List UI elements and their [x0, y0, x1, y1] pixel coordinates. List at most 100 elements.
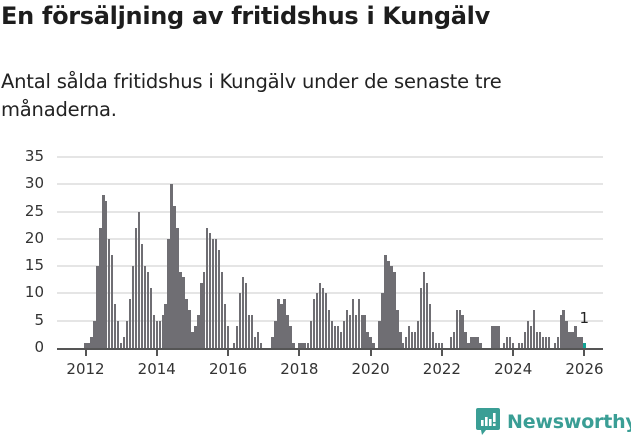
bar: [140, 244, 144, 348]
bar: [223, 304, 227, 348]
newsworthy-brand-name: Newsworthy: [507, 410, 631, 433]
y-axis-tick-label: 0: [34, 338, 44, 356]
bar: [413, 331, 417, 348]
bar: [473, 337, 476, 348]
bar: [402, 342, 405, 348]
bar: [96, 266, 99, 348]
bar: [366, 331, 369, 348]
x-axis-baseline: [57, 348, 603, 350]
bar: [393, 271, 396, 348]
bar: [312, 298, 316, 348]
x-axis-tick-label: 2022: [422, 360, 461, 378]
y-axis-tick-label: 10: [24, 283, 44, 302]
bar: [437, 342, 441, 348]
bar: [152, 315, 155, 348]
bar: [381, 293, 384, 348]
bar: [206, 227, 209, 348]
bar: [259, 342, 262, 348]
bar: [523, 331, 527, 348]
bar: [494, 326, 497, 348]
x-axis-tick: [369, 349, 372, 356]
x-axis-tick: [583, 349, 586, 356]
bar: [553, 342, 556, 348]
bar: [155, 320, 158, 348]
bar: [396, 309, 399, 348]
bar: [538, 331, 542, 348]
bar: [434, 342, 438, 348]
bar: [289, 326, 292, 348]
bar: [310, 320, 313, 348]
y-axis-tick-label: 35: [24, 147, 44, 165]
bar: [197, 315, 200, 348]
bar: [173, 206, 176, 348]
bar: [241, 277, 245, 348]
bar: [304, 342, 307, 348]
bar: [170, 184, 173, 348]
bar: [455, 309, 458, 348]
bar: [425, 282, 429, 348]
bar: [497, 326, 500, 348]
bar: [411, 331, 414, 348]
bar: [188, 309, 191, 348]
bar: [146, 271, 150, 348]
bar: [479, 342, 482, 348]
newsworthy-logo-icon: [476, 408, 500, 435]
bar: [244, 282, 248, 348]
bar: [105, 200, 108, 348]
bar: [509, 337, 512, 348]
bar: [369, 337, 372, 348]
bar: [87, 342, 90, 348]
bar: [378, 320, 381, 348]
newsworthy-logo: Newsworthy: [476, 408, 631, 435]
bar: [280, 304, 283, 348]
bar: [345, 309, 349, 348]
bar: [440, 342, 444, 348]
bar: [125, 320, 129, 348]
bar: [360, 315, 363, 348]
bar: [102, 195, 105, 348]
bar: [390, 266, 393, 348]
bar: [114, 304, 117, 348]
bar: [452, 331, 455, 348]
bar: [324, 293, 328, 348]
x-axis-tick-label: 2018: [280, 360, 319, 378]
bar: [491, 326, 494, 348]
bar: [580, 337, 583, 348]
gridline: [57, 237, 603, 240]
bar: [277, 298, 280, 348]
bar: [517, 342, 521, 348]
bar: [182, 277, 185, 348]
bar: [212, 238, 215, 348]
bar: [342, 320, 346, 348]
bar: [419, 287, 423, 348]
bar: [122, 337, 126, 348]
gridline: [57, 183, 603, 186]
bar: [577, 337, 580, 348]
bar: [565, 320, 568, 348]
bar: [399, 331, 402, 348]
bar: [357, 298, 360, 348]
bar: [422, 271, 426, 348]
bar: [503, 342, 506, 348]
bar: [568, 331, 571, 348]
x-axis-tick: [298, 349, 301, 356]
bar: [384, 255, 387, 348]
bar: [307, 342, 310, 348]
bar: [149, 287, 153, 348]
bar: [428, 304, 432, 348]
bar: [529, 326, 533, 348]
y-axis-tick-label: 20: [24, 228, 44, 247]
bar: [321, 287, 325, 348]
bar: [526, 320, 530, 348]
bar: [520, 342, 524, 348]
bar: [176, 227, 179, 348]
x-axis-tick: [227, 349, 230, 356]
last-value-annotation: 1: [579, 308, 589, 327]
bar: [250, 315, 253, 348]
y-axis-tick-label: 15: [24, 256, 44, 275]
bar: [372, 342, 375, 348]
bar: [532, 309, 536, 348]
bar: [476, 337, 479, 348]
y-axis-tick-label: 30: [24, 174, 44, 193]
bar: [238, 293, 242, 348]
